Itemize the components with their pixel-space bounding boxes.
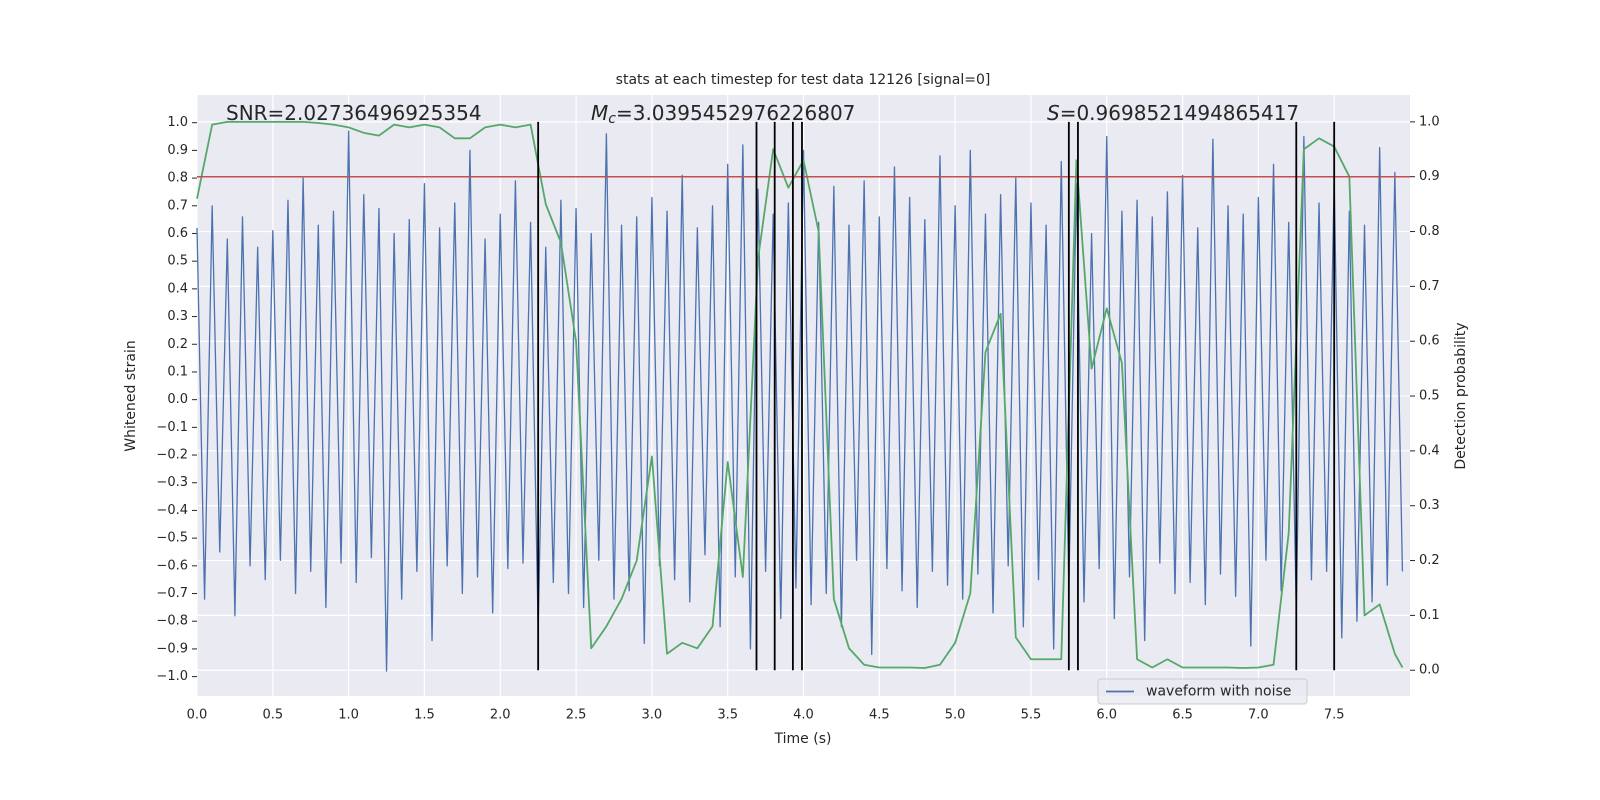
- y2-tick-label: 0.2: [1419, 553, 1440, 568]
- y2-tick-label: 0.0: [1419, 663, 1440, 678]
- x-tick-label: 6.5: [1172, 708, 1193, 723]
- x-tick-label: 4.0: [793, 708, 814, 723]
- chart-title: stats at each timestep for test data 121…: [616, 72, 991, 88]
- y-tick-label: −0.3: [156, 475, 188, 490]
- probability-line: [196, 120, 1404, 669]
- y-tick-label: −0.1: [156, 420, 188, 435]
- y-tick-label: 0.4: [167, 281, 188, 296]
- y-tick-label: 0.9: [167, 143, 188, 158]
- y-tick-label: 0.6: [167, 226, 188, 241]
- x-tick-label: 2.0: [490, 708, 511, 723]
- annotation: S=0.9698521494865417: [1047, 101, 1299, 125]
- annotation: Mc=3.0395452976226807: [591, 101, 855, 128]
- y-axis-label: Whitened strain: [123, 340, 139, 451]
- annotation-symbol: M: [591, 101, 608, 125]
- y-tick-label: 0.3: [167, 309, 188, 324]
- annotation-text: SNR=2.02736496925354: [226, 101, 482, 125]
- y-tick-label: 0.1: [167, 364, 188, 379]
- y2-tick-label: 1.0: [1419, 114, 1440, 129]
- y-tick-label: −0.8: [156, 614, 188, 629]
- x-tick-label: 3.0: [642, 708, 663, 723]
- annotation: SNR=2.02736496925354: [226, 101, 482, 125]
- y2-tick-label: 0.7: [1419, 279, 1440, 294]
- annotation-text: =3.0395452976226807: [616, 101, 855, 125]
- y2-tick-label: 0.9: [1419, 169, 1440, 184]
- x-axis-label: Time (s): [774, 731, 832, 747]
- waveform-line: [196, 130, 1404, 672]
- x-tick-label: 4.5: [869, 708, 890, 723]
- y2-tick-label: 0.3: [1419, 498, 1440, 513]
- y-tick-label: −0.4: [156, 503, 188, 518]
- y-tick-label: 0.5: [167, 254, 188, 269]
- x-tick-label: 5.5: [1021, 708, 1042, 723]
- annotation-text: =0.9698521494865417: [1060, 101, 1299, 125]
- y-tick-label: 0.2: [167, 337, 188, 352]
- y-tick-label: −0.2: [156, 448, 188, 463]
- y-tick-label: −0.6: [156, 558, 188, 573]
- y-tick-label: 0.7: [167, 198, 188, 213]
- y2-tick-label: 0.6: [1419, 334, 1440, 349]
- y2-tick-label: 0.1: [1419, 608, 1440, 623]
- x-tick-label: 7.5: [1324, 708, 1345, 723]
- legend-box: [1097, 678, 1308, 705]
- annotation-symbol: S: [1047, 101, 1060, 125]
- y-tick-label: −1.0: [156, 669, 188, 684]
- y-tick-label: 1.0: [167, 115, 188, 130]
- y2-axis-label: Detection probability: [1453, 322, 1469, 469]
- legend-label: waveform with noise: [1146, 684, 1291, 700]
- x-tick-label: 0.0: [187, 708, 208, 723]
- y-tick-label: 0.0: [167, 392, 188, 407]
- y-tick-label: −0.5: [156, 531, 188, 546]
- x-tick-label: 5.0: [945, 708, 966, 723]
- annotation-subscript: c: [608, 111, 616, 127]
- y-tick-label: 0.8: [167, 171, 188, 186]
- y2-tick-label: 0.5: [1419, 389, 1440, 404]
- x-tick-label: 7.0: [1248, 708, 1269, 723]
- x-tick-label: 6.0: [1096, 708, 1117, 723]
- x-tick-label: 1.5: [414, 708, 435, 723]
- x-tick-label: 3.5: [717, 708, 738, 723]
- x-tick-label: 0.5: [262, 708, 283, 723]
- y-tick-label: −0.7: [156, 586, 188, 601]
- y2-tick-label: 0.8: [1419, 224, 1440, 239]
- y-tick-label: −0.9: [156, 641, 188, 656]
- x-tick-label: 1.0: [338, 708, 359, 723]
- x-tick-label: 2.5: [566, 708, 587, 723]
- y2-tick-label: 0.4: [1419, 443, 1440, 458]
